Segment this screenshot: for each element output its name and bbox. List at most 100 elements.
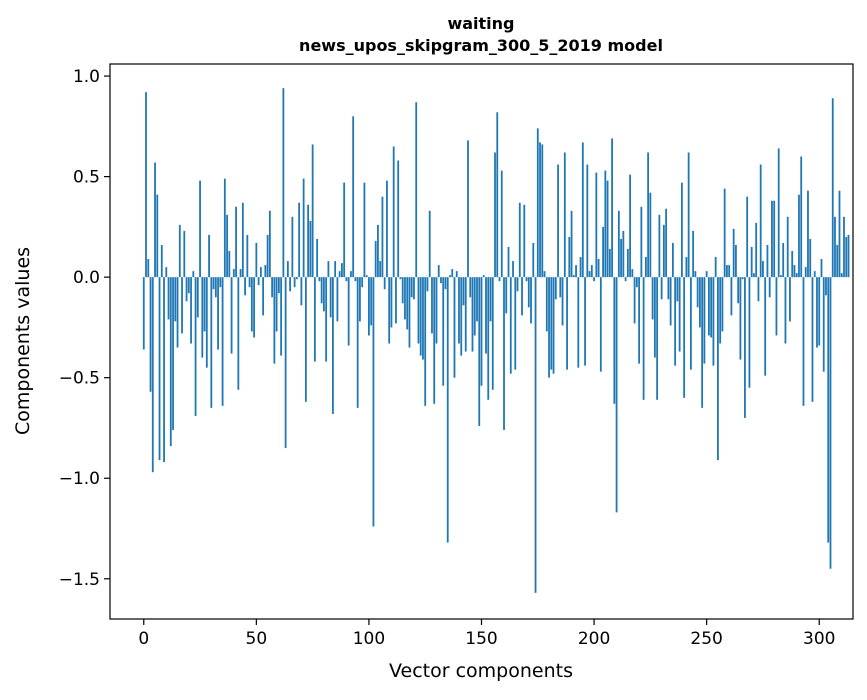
bar [606, 180, 609, 278]
chart-title: waiting [447, 14, 514, 33]
bar [766, 244, 769, 278]
bar [786, 216, 789, 278]
bar [262, 277, 264, 316]
bar [550, 277, 553, 370]
bar [149, 277, 152, 392]
bar [415, 102, 418, 278]
bar [217, 277, 219, 350]
bar [762, 261, 764, 278]
bar [789, 277, 791, 322]
bar [187, 277, 190, 294]
bar [572, 275, 575, 278]
bar [831, 98, 834, 278]
bar [174, 277, 177, 322]
bar [372, 277, 375, 527]
bar [451, 269, 454, 278]
bar [660, 277, 663, 300]
bar [205, 277, 208, 368]
bar [329, 277, 332, 318]
bar [266, 234, 269, 278]
bar [232, 269, 235, 278]
bar [386, 180, 388, 278]
bar [428, 210, 431, 278]
bar [590, 265, 593, 278]
bar [404, 277, 406, 320]
bar [735, 244, 737, 278]
bar [395, 277, 397, 324]
bar [579, 257, 582, 278]
bar [827, 277, 830, 543]
bar [532, 242, 535, 278]
bar [446, 277, 449, 543]
bar [798, 194, 800, 278]
bar [277, 277, 280, 294]
bar [552, 277, 555, 374]
bar [784, 277, 787, 344]
bar [791, 251, 794, 278]
bar [462, 277, 465, 306]
bar [359, 277, 361, 322]
bar [689, 277, 692, 370]
bar [588, 271, 591, 278]
bar [399, 277, 402, 280]
bar [156, 194, 159, 278]
bar [683, 277, 686, 398]
bar [620, 238, 622, 278]
bar [516, 277, 519, 292]
bar [584, 277, 586, 366]
bar [746, 196, 749, 278]
bar [194, 277, 197, 416]
bar [467, 140, 469, 278]
bar [527, 277, 530, 308]
bar [489, 277, 492, 322]
bar [768, 277, 771, 298]
bar [325, 277, 328, 362]
bar [343, 182, 346, 278]
bar [631, 269, 634, 278]
bar [534, 277, 537, 593]
bar [507, 246, 510, 278]
bar [543, 271, 546, 278]
bar [444, 277, 447, 290]
bar [318, 277, 321, 282]
bar [327, 261, 330, 278]
bar [190, 277, 192, 344]
bar [377, 224, 379, 278]
bar [291, 216, 294, 278]
x-tick-label: 0 [138, 629, 149, 649]
bar [368, 277, 370, 336]
bar [363, 182, 366, 278]
bar [293, 277, 296, 288]
bar [642, 277, 645, 400]
bar [183, 230, 186, 278]
bar [581, 142, 584, 278]
bar [577, 277, 580, 368]
bar [264, 265, 267, 278]
bar [239, 269, 242, 278]
bar [568, 236, 571, 278]
bar [410, 277, 413, 298]
y-tick-label: 1.0 [73, 67, 100, 87]
bar [624, 277, 627, 282]
bar [593, 277, 595, 282]
bar [435, 277, 438, 344]
bar [273, 277, 276, 364]
bar [744, 277, 746, 418]
bar [422, 277, 424, 360]
bar [559, 277, 562, 298]
x-tick-label: 300 [803, 629, 835, 649]
bar [424, 277, 427, 406]
bars-layer [142, 88, 850, 593]
bar [712, 277, 715, 366]
bar [469, 277, 472, 298]
bar [539, 142, 541, 278]
y-tick-label: 0.5 [73, 168, 100, 188]
bar [597, 259, 600, 278]
bar [737, 277, 740, 304]
bar [433, 277, 436, 404]
chart-subtitle: news_upos_skipgram_300_5_2019 model [299, 36, 663, 55]
bar [250, 277, 253, 332]
bar [687, 152, 690, 278]
bar [417, 277, 420, 344]
